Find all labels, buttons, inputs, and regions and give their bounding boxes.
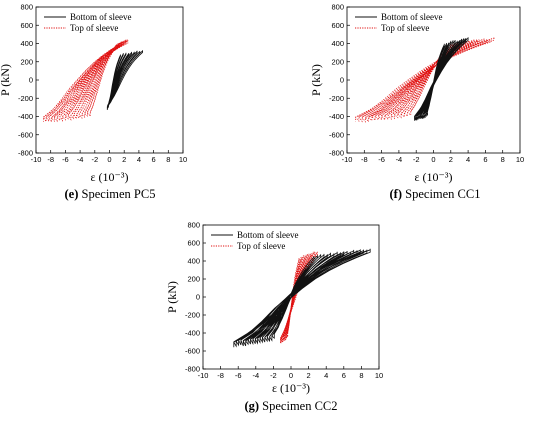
x-tick-label: 8 <box>166 155 170 164</box>
x-tick-label: -2 <box>413 155 420 164</box>
x-tick-label: 4 <box>466 155 470 164</box>
y-tick-label: -600 <box>185 347 200 356</box>
y-tick-label: 800 <box>187 221 200 230</box>
x-tick-label: 2 <box>449 155 453 164</box>
y-tick-label: 200 <box>331 57 344 66</box>
x-tick-label: -8 <box>217 371 224 380</box>
x-axis-label: ε (10⁻³) <box>415 170 453 184</box>
caption-text: Specimen PC5 <box>78 187 155 201</box>
x-tick-label: 6 <box>342 371 346 380</box>
caption-text: Specimen CC1 <box>402 187 480 201</box>
y-tick-label: -200 <box>185 311 200 320</box>
legend-entry: Top of sleeve <box>237 241 285 251</box>
chart-panel: 800 600 400 200 0 -200 -400 -600 -800-10 -8 -6 -4 -2… <box>0 3 187 201</box>
panel-caption: (g) Specimen CC2 <box>244 399 337 413</box>
x-tick-label: 0 <box>107 155 111 164</box>
x-tick-label: 6 <box>483 155 487 164</box>
x-tick-label: 2 <box>122 155 126 164</box>
x-tick-label: -8 <box>361 155 368 164</box>
caption-text: Specimen CC2 <box>259 399 337 413</box>
series-line <box>106 50 143 110</box>
y-tick-label: 600 <box>187 239 200 248</box>
x-tick-label: -6 <box>378 155 385 164</box>
y-tick-label: 800 <box>20 3 33 12</box>
y-tick-label: -800 <box>329 149 344 158</box>
legend-entry: Top of sleeve <box>381 23 429 33</box>
y-tick-label: -600 <box>329 130 344 139</box>
x-tick-label: -2 <box>270 371 277 380</box>
x-tick-label: -10 <box>31 155 42 164</box>
legend-entry: Bottom of sleeve <box>70 12 132 22</box>
x-tick-label: -6 <box>235 371 242 380</box>
caption-letter: (g) <box>244 399 259 413</box>
y-tick-label: 200 <box>20 57 33 66</box>
x-tick-label: -4 <box>77 155 84 164</box>
legend-entry: Bottom of sleeve <box>381 12 443 22</box>
chart-panel: 800 600 400 200 0 -200 -400 -600 -800-10 -8 -6 -4 -2… <box>309 3 524 201</box>
y-tick-label: 400 <box>331 39 344 48</box>
y-axis-label: P (kN) <box>0 64 12 96</box>
y-tick-label: -200 <box>18 94 33 103</box>
x-tick-label: 8 <box>359 371 363 380</box>
legend-entry: Top of sleeve <box>70 23 118 33</box>
y-tick-label: 0 <box>340 76 344 85</box>
chart-panel: 800 600 400 200 0 -200 -400 -600 -800-10 -8 -6 -4 -2… <box>165 221 383 413</box>
panel-caption: (f) Specimen CC1 <box>390 187 481 201</box>
x-tick-label: 0 <box>431 155 435 164</box>
y-tick-label: -400 <box>185 329 200 338</box>
x-tick-label: 0 <box>289 371 293 380</box>
y-tick-label: -200 <box>329 94 344 103</box>
y-tick-label: 0 <box>196 293 200 302</box>
x-axis-label: ε (10⁻³) <box>272 381 310 395</box>
x-tick-label: -6 <box>62 155 69 164</box>
caption-letter: (e) <box>65 187 79 201</box>
x-tick-label: -4 <box>396 155 403 164</box>
series-line <box>355 37 495 123</box>
x-tick-label: -2 <box>91 155 98 164</box>
y-tick-label: 600 <box>20 21 33 30</box>
x-tick-label: 2 <box>307 371 311 380</box>
y-tick-label: 400 <box>187 257 200 266</box>
x-tick-label: -10 <box>198 371 209 380</box>
panel-caption: (e) Specimen PC5 <box>65 187 156 201</box>
x-tick-label: -8 <box>47 155 54 164</box>
x-tick-label: 10 <box>375 371 383 380</box>
y-tick-label: -400 <box>329 112 344 121</box>
y-tick-label: 200 <box>187 275 200 284</box>
y-tick-label: 400 <box>20 39 33 48</box>
y-tick-label: -600 <box>18 130 33 139</box>
y-axis-label: P (kN) <box>309 64 323 96</box>
y-axis-label: P (kN) <box>165 281 179 313</box>
series-line <box>414 37 469 121</box>
x-tick-label: -4 <box>252 371 259 380</box>
y-tick-label: -800 <box>185 365 200 374</box>
series-line <box>42 39 129 123</box>
x-tick-label: 8 <box>501 155 505 164</box>
y-tick-label: -400 <box>18 112 33 121</box>
legend-entry: Bottom of sleeve <box>237 230 299 240</box>
x-tick-label: 10 <box>516 155 524 164</box>
x-axis-label: ε (10⁻³) <box>91 170 129 184</box>
caption-letter: (f) <box>390 187 403 201</box>
y-tick-label: 800 <box>331 3 344 12</box>
x-tick-label: 4 <box>137 155 141 164</box>
x-tick-label: 4 <box>324 371 328 380</box>
y-tick-label: -800 <box>18 149 33 158</box>
y-tick-label: 600 <box>331 21 344 30</box>
series-line <box>233 248 371 348</box>
y-tick-label: 0 <box>29 76 33 85</box>
x-tick-label: 10 <box>179 155 187 164</box>
x-tick-label: 6 <box>152 155 156 164</box>
x-tick-label: -10 <box>342 155 353 164</box>
